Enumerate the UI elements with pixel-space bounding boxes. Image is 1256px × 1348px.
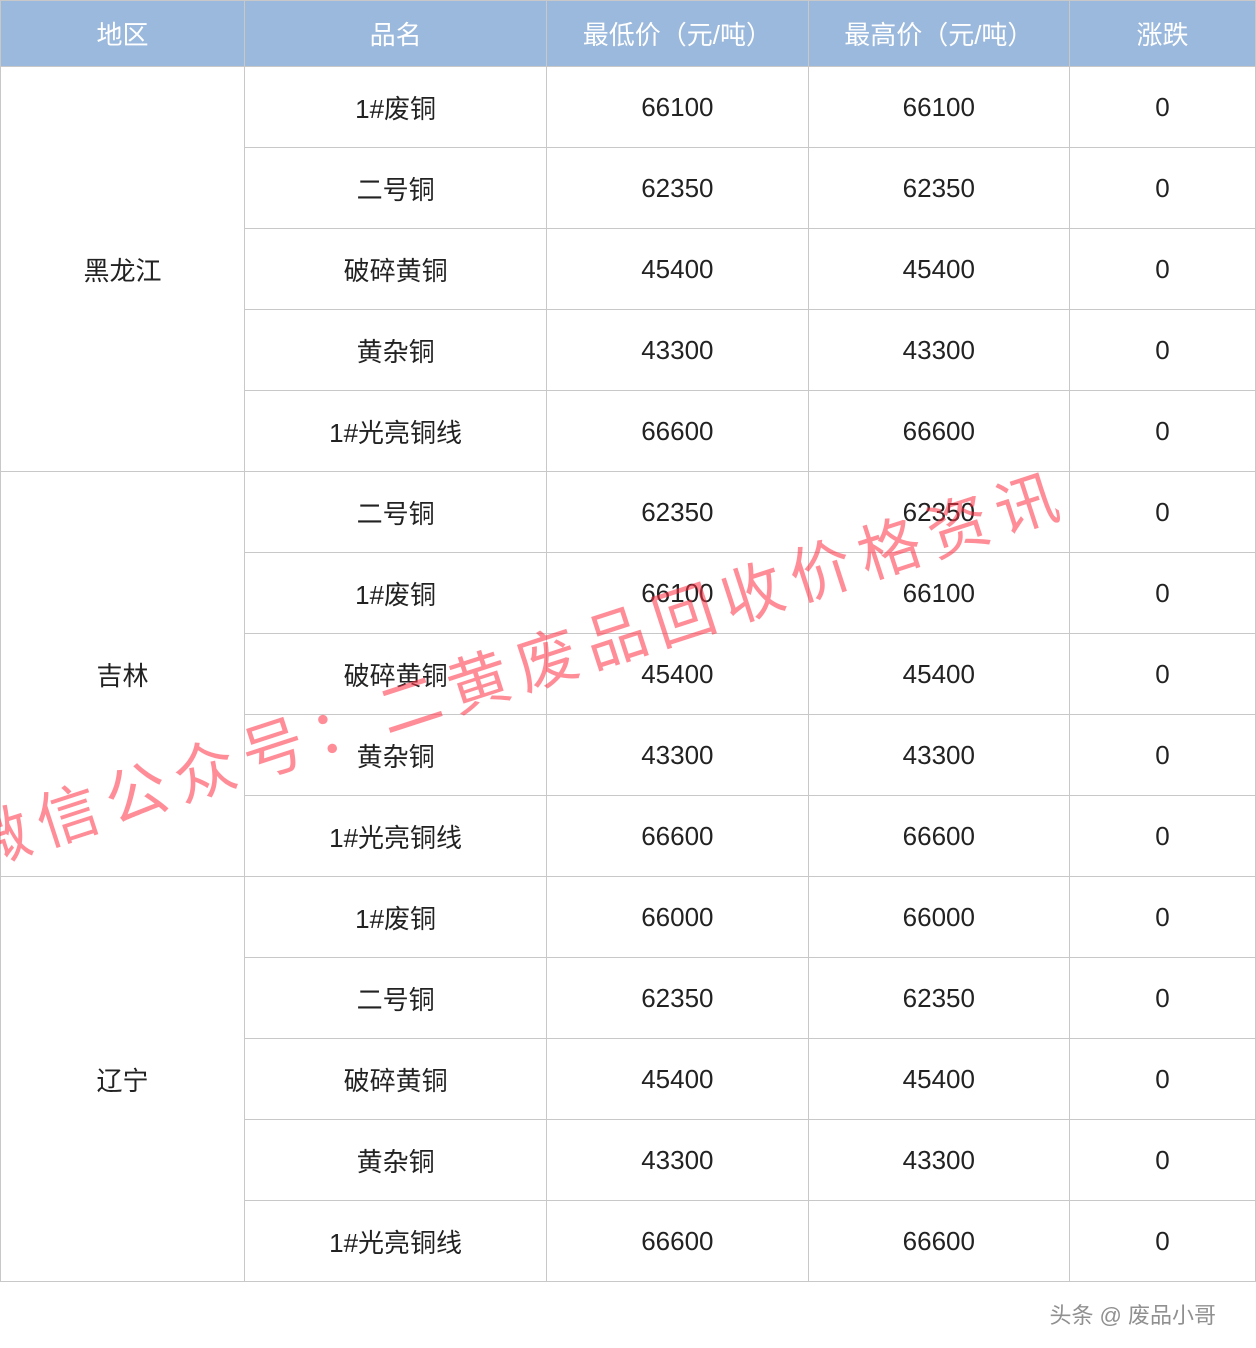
cell-low: 43300 — [547, 310, 808, 391]
cell-high: 45400 — [808, 634, 1069, 715]
cell-change: 0 — [1070, 877, 1256, 958]
cell-change: 0 — [1070, 67, 1256, 148]
col-header-change: 涨跌 — [1070, 1, 1256, 67]
cell-change: 0 — [1070, 472, 1256, 553]
cell-high: 66100 — [808, 553, 1069, 634]
col-header-high: 最高价（元/吨） — [808, 1, 1069, 67]
cell-low: 62350 — [547, 148, 808, 229]
cell-change: 0 — [1070, 1039, 1256, 1120]
col-header-name: 品名 — [245, 1, 547, 67]
table-header-row: 地区 品名 最低价（元/吨） 最高价（元/吨） 涨跌 — [1, 1, 1256, 67]
cell-change: 0 — [1070, 715, 1256, 796]
cell-low: 62350 — [547, 958, 808, 1039]
cell-low: 43300 — [547, 715, 808, 796]
cell-high: 43300 — [808, 310, 1069, 391]
cell-low: 62350 — [547, 472, 808, 553]
cell-name: 1#光亮铜线 — [245, 1201, 547, 1282]
cell-change: 0 — [1070, 553, 1256, 634]
cell-high: 66600 — [808, 796, 1069, 877]
cell-high: 66600 — [808, 1201, 1069, 1282]
table-row: 吉林二号铜62350623500 — [1, 472, 1256, 553]
cell-low: 66100 — [547, 67, 808, 148]
cell-name: 二号铜 — [245, 472, 547, 553]
cell-high: 43300 — [808, 1120, 1069, 1201]
cell-low: 45400 — [547, 1039, 808, 1120]
cell-change: 0 — [1070, 1120, 1256, 1201]
cell-name: 1#废铜 — [245, 553, 547, 634]
cell-change: 0 — [1070, 796, 1256, 877]
cell-low: 43300 — [547, 1120, 808, 1201]
cell-change: 0 — [1070, 958, 1256, 1039]
cell-low: 66600 — [547, 796, 808, 877]
cell-high: 66100 — [808, 67, 1069, 148]
cell-change: 0 — [1070, 229, 1256, 310]
cell-high: 66600 — [808, 391, 1069, 472]
cell-high: 43300 — [808, 715, 1069, 796]
cell-high: 62350 — [808, 958, 1069, 1039]
cell-low: 66600 — [547, 1201, 808, 1282]
region-cell: 辽宁 — [1, 877, 245, 1282]
cell-low: 45400 — [547, 634, 808, 715]
cell-name: 黄杂铜 — [245, 715, 547, 796]
cell-name: 黄杂铜 — [245, 310, 547, 391]
cell-low: 66600 — [547, 391, 808, 472]
price-table: 地区 品名 最低价（元/吨） 最高价（元/吨） 涨跌 黑龙江1#废铜661006… — [0, 0, 1256, 1282]
cell-change: 0 — [1070, 148, 1256, 229]
cell-change: 0 — [1070, 310, 1256, 391]
cell-low: 66100 — [547, 553, 808, 634]
cell-name: 破碎黄铜 — [245, 1039, 547, 1120]
table-row: 黑龙江1#废铜66100661000 — [1, 67, 1256, 148]
cell-change: 0 — [1070, 391, 1256, 472]
cell-change: 0 — [1070, 634, 1256, 715]
cell-name: 破碎黄铜 — [245, 229, 547, 310]
cell-high: 45400 — [808, 1039, 1069, 1120]
cell-name: 二号铜 — [245, 148, 547, 229]
cell-change: 0 — [1070, 1201, 1256, 1282]
cell-name: 黄杂铜 — [245, 1120, 547, 1201]
region-cell: 吉林 — [1, 472, 245, 877]
cell-high: 66000 — [808, 877, 1069, 958]
col-header-low: 最低价（元/吨） — [547, 1, 808, 67]
cell-name: 二号铜 — [245, 958, 547, 1039]
cell-name: 1#光亮铜线 — [245, 391, 547, 472]
cell-low: 66000 — [547, 877, 808, 958]
cell-high: 62350 — [808, 148, 1069, 229]
cell-name: 破碎黄铜 — [245, 634, 547, 715]
cell-high: 62350 — [808, 472, 1069, 553]
cell-high: 45400 — [808, 229, 1069, 310]
table-row: 辽宁1#废铜66000660000 — [1, 877, 1256, 958]
cell-name: 1#废铜 — [245, 877, 547, 958]
footer-attribution: 头条 @ 废品小哥 — [1049, 1298, 1216, 1330]
cell-name: 1#光亮铜线 — [245, 796, 547, 877]
cell-name: 1#废铜 — [245, 67, 547, 148]
region-cell: 黑龙江 — [1, 67, 245, 472]
cell-low: 45400 — [547, 229, 808, 310]
col-header-region: 地区 — [1, 1, 245, 67]
